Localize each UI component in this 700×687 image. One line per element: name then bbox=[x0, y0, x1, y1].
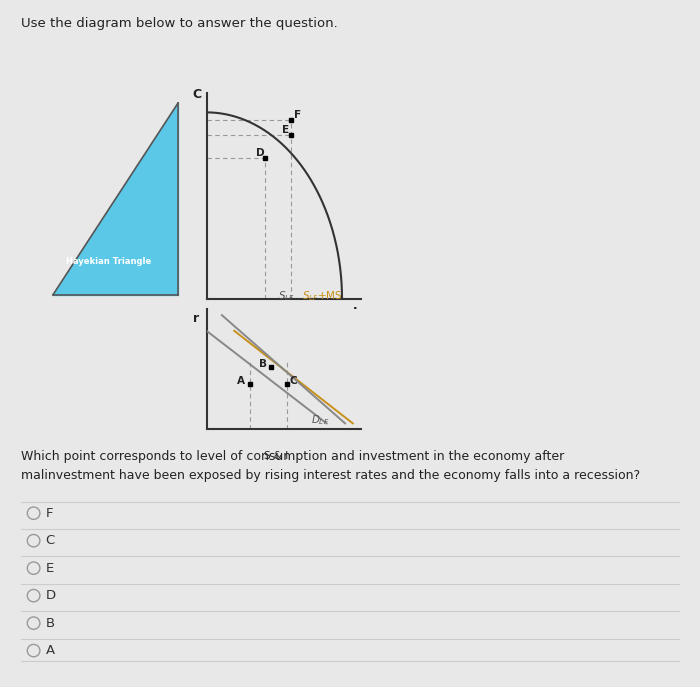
Text: D: D bbox=[46, 589, 55, 602]
Text: C: C bbox=[193, 88, 202, 100]
Text: Which point corresponds to level of consumption and investment in the economy af: Which point corresponds to level of cons… bbox=[21, 450, 640, 482]
Text: F: F bbox=[294, 110, 302, 120]
Text: Use the diagram below to answer the question.: Use the diagram below to answer the ques… bbox=[21, 17, 337, 30]
Text: C: C bbox=[46, 534, 55, 547]
Text: Hayekian Triangle: Hayekian Triangle bbox=[66, 257, 151, 267]
Text: E: E bbox=[282, 125, 289, 135]
Text: A: A bbox=[237, 376, 245, 385]
Text: D: D bbox=[256, 148, 265, 157]
Polygon shape bbox=[53, 103, 178, 295]
Text: C: C bbox=[290, 376, 298, 385]
Text: r: r bbox=[193, 311, 199, 324]
Text: $S_{LF}$: $S_{LF}$ bbox=[278, 289, 295, 303]
Text: $S_{LF}$+MS: $S_{LF}$+MS bbox=[302, 289, 342, 303]
Text: S & I: S & I bbox=[264, 451, 288, 461]
Text: B: B bbox=[259, 359, 267, 369]
Text: A: A bbox=[46, 644, 55, 657]
Text: F: F bbox=[46, 507, 53, 519]
Text: B: B bbox=[46, 617, 55, 629]
Text: $D_{LF}$: $D_{LF}$ bbox=[312, 413, 330, 427]
Text: I: I bbox=[353, 306, 357, 319]
Text: E: E bbox=[46, 562, 54, 574]
